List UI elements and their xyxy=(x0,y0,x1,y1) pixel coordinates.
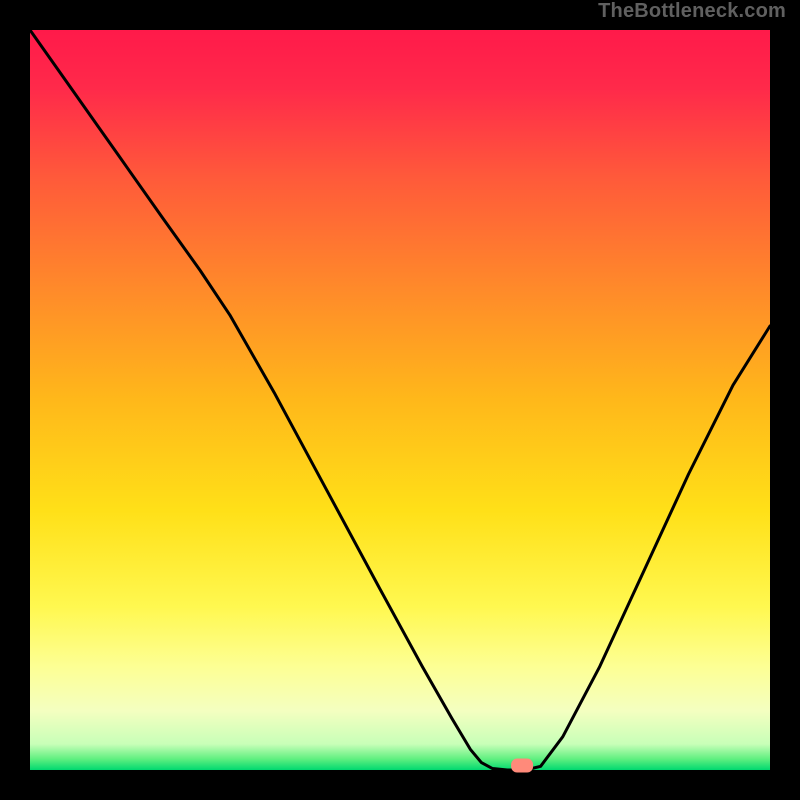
chart-root: TheBottleneck.com xyxy=(0,0,800,800)
bottleneck-chart-svg xyxy=(0,0,800,800)
optimal-point-marker xyxy=(511,759,533,773)
plot-background xyxy=(30,30,770,770)
watermark-text: TheBottleneck.com xyxy=(598,0,786,23)
